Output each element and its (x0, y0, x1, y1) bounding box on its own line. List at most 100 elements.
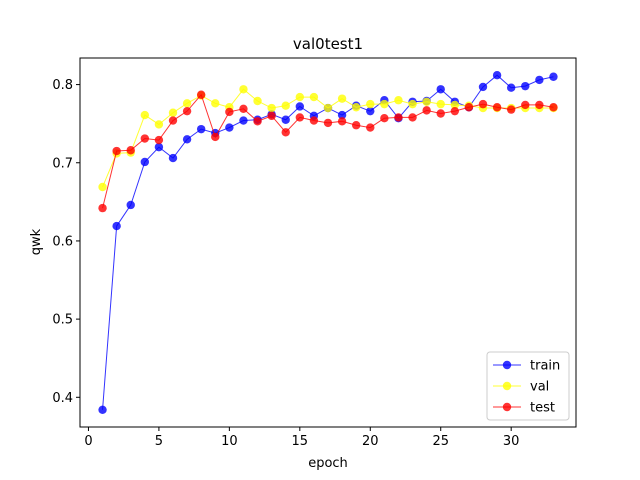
point-val-12 (253, 96, 262, 106)
point-train-1 (98, 405, 107, 414)
legend-label-train: train (530, 359, 560, 374)
point-test-29 (492, 103, 502, 112)
y-axis-label: qwk (29, 228, 44, 255)
y-tick-label: 0.8 (52, 78, 73, 93)
point-test-22 (394, 113, 403, 122)
y-tick-label: 0.6 (52, 234, 73, 249)
point-val-5 (154, 120, 164, 129)
point-test-10 (225, 107, 234, 117)
point-train-31 (521, 81, 530, 91)
point-test-30 (506, 105, 516, 114)
point-test-31 (521, 100, 530, 110)
point-train-25 (436, 85, 445, 94)
point-test-32 (535, 100, 544, 110)
x-axis-label: epoch (308, 456, 348, 471)
legend-label-val: val (530, 380, 549, 395)
point-val-25 (436, 99, 445, 109)
point-val-6 (168, 108, 178, 117)
y-axis: 0.4 0.5 0.6 0.7 0.8 (52, 78, 80, 406)
point-test-4 (140, 134, 150, 143)
point-val-22 (394, 96, 403, 105)
point-test-1 (98, 203, 107, 213)
point-train-15 (295, 102, 305, 111)
point-val-17 (323, 103, 333, 113)
point-test-9 (211, 132, 220, 142)
point-test-7 (182, 106, 192, 116)
point-train-20 (366, 106, 375, 116)
point-train-10 (225, 123, 234, 132)
point-val-15 (295, 92, 305, 102)
point-test-17 (323, 118, 333, 128)
series-test (98, 90, 558, 213)
point-train-30 (506, 83, 516, 92)
point-val-14 (281, 101, 290, 110)
point-test-18 (337, 117, 347, 126)
series-val (98, 85, 558, 192)
legend-marker-train (502, 360, 512, 370)
point-train-11 (239, 116, 248, 125)
point-train-5 (154, 142, 164, 152)
x-tick-label: 0 (84, 434, 92, 449)
point-val-18 (337, 94, 347, 103)
point-train-33 (549, 72, 558, 81)
point-val-1 (98, 182, 107, 192)
x-axis: 0 5 10 15 20 25 30 (84, 427, 519, 449)
point-test-33 (549, 103, 558, 112)
point-test-12 (253, 117, 262, 126)
point-test-8 (196, 90, 206, 99)
point-test-13 (267, 111, 276, 121)
point-val-16 (309, 92, 319, 102)
point-test-27 (464, 103, 474, 112)
point-val-24 (422, 97, 431, 106)
point-train-29 (492, 71, 502, 80)
y-tick-label: 0.7 (52, 156, 73, 171)
x-tick-label: 20 (362, 434, 379, 449)
point-val-4 (140, 110, 150, 120)
point-test-19 (351, 121, 361, 130)
point-test-20 (366, 123, 375, 132)
point-train-14 (281, 115, 290, 124)
point-test-16 (309, 116, 319, 125)
x-tick-label: 10 (221, 434, 238, 449)
point-test-2 (112, 146, 121, 156)
point-val-11 (239, 85, 248, 94)
point-train-2 (112, 221, 121, 231)
point-val-20 (366, 99, 375, 109)
point-train-4 (140, 157, 150, 167)
x-tick-label: 15 (292, 434, 309, 449)
point-val-21 (380, 99, 389, 109)
point-val-23 (408, 99, 417, 109)
point-train-8 (196, 124, 206, 134)
y-tick-label: 0.5 (52, 313, 73, 328)
point-test-23 (408, 113, 417, 122)
chart-title: val0test1 (293, 35, 363, 53)
point-train-28 (478, 82, 488, 92)
plot-series (98, 71, 558, 414)
legend: train val test (486, 351, 570, 421)
point-test-14 (281, 128, 290, 137)
point-val-9 (211, 99, 220, 108)
point-test-21 (380, 114, 389, 123)
point-test-25 (436, 109, 445, 118)
legend-label-test: test (530, 401, 555, 416)
x-tick-label: 25 (432, 434, 449, 449)
point-test-28 (478, 99, 488, 109)
point-test-26 (450, 106, 460, 116)
plot-frame (79, 57, 577, 428)
point-train-7 (182, 135, 192, 144)
point-val-7 (182, 99, 192, 108)
legend-marker-val (502, 381, 512, 391)
legend-marker-test (502, 402, 512, 412)
x-tick-label: 5 (155, 434, 163, 449)
point-val-26 (450, 100, 460, 110)
point-test-15 (295, 113, 305, 122)
point-val-13 (267, 103, 276, 113)
point-train-6 (168, 153, 178, 163)
y-tick-label: 0.4 (52, 391, 73, 406)
point-test-6 (168, 116, 178, 125)
point-train-18 (337, 110, 347, 120)
point-train-3 (126, 200, 135, 210)
point-test-24 (422, 106, 431, 115)
point-test-11 (239, 104, 248, 114)
